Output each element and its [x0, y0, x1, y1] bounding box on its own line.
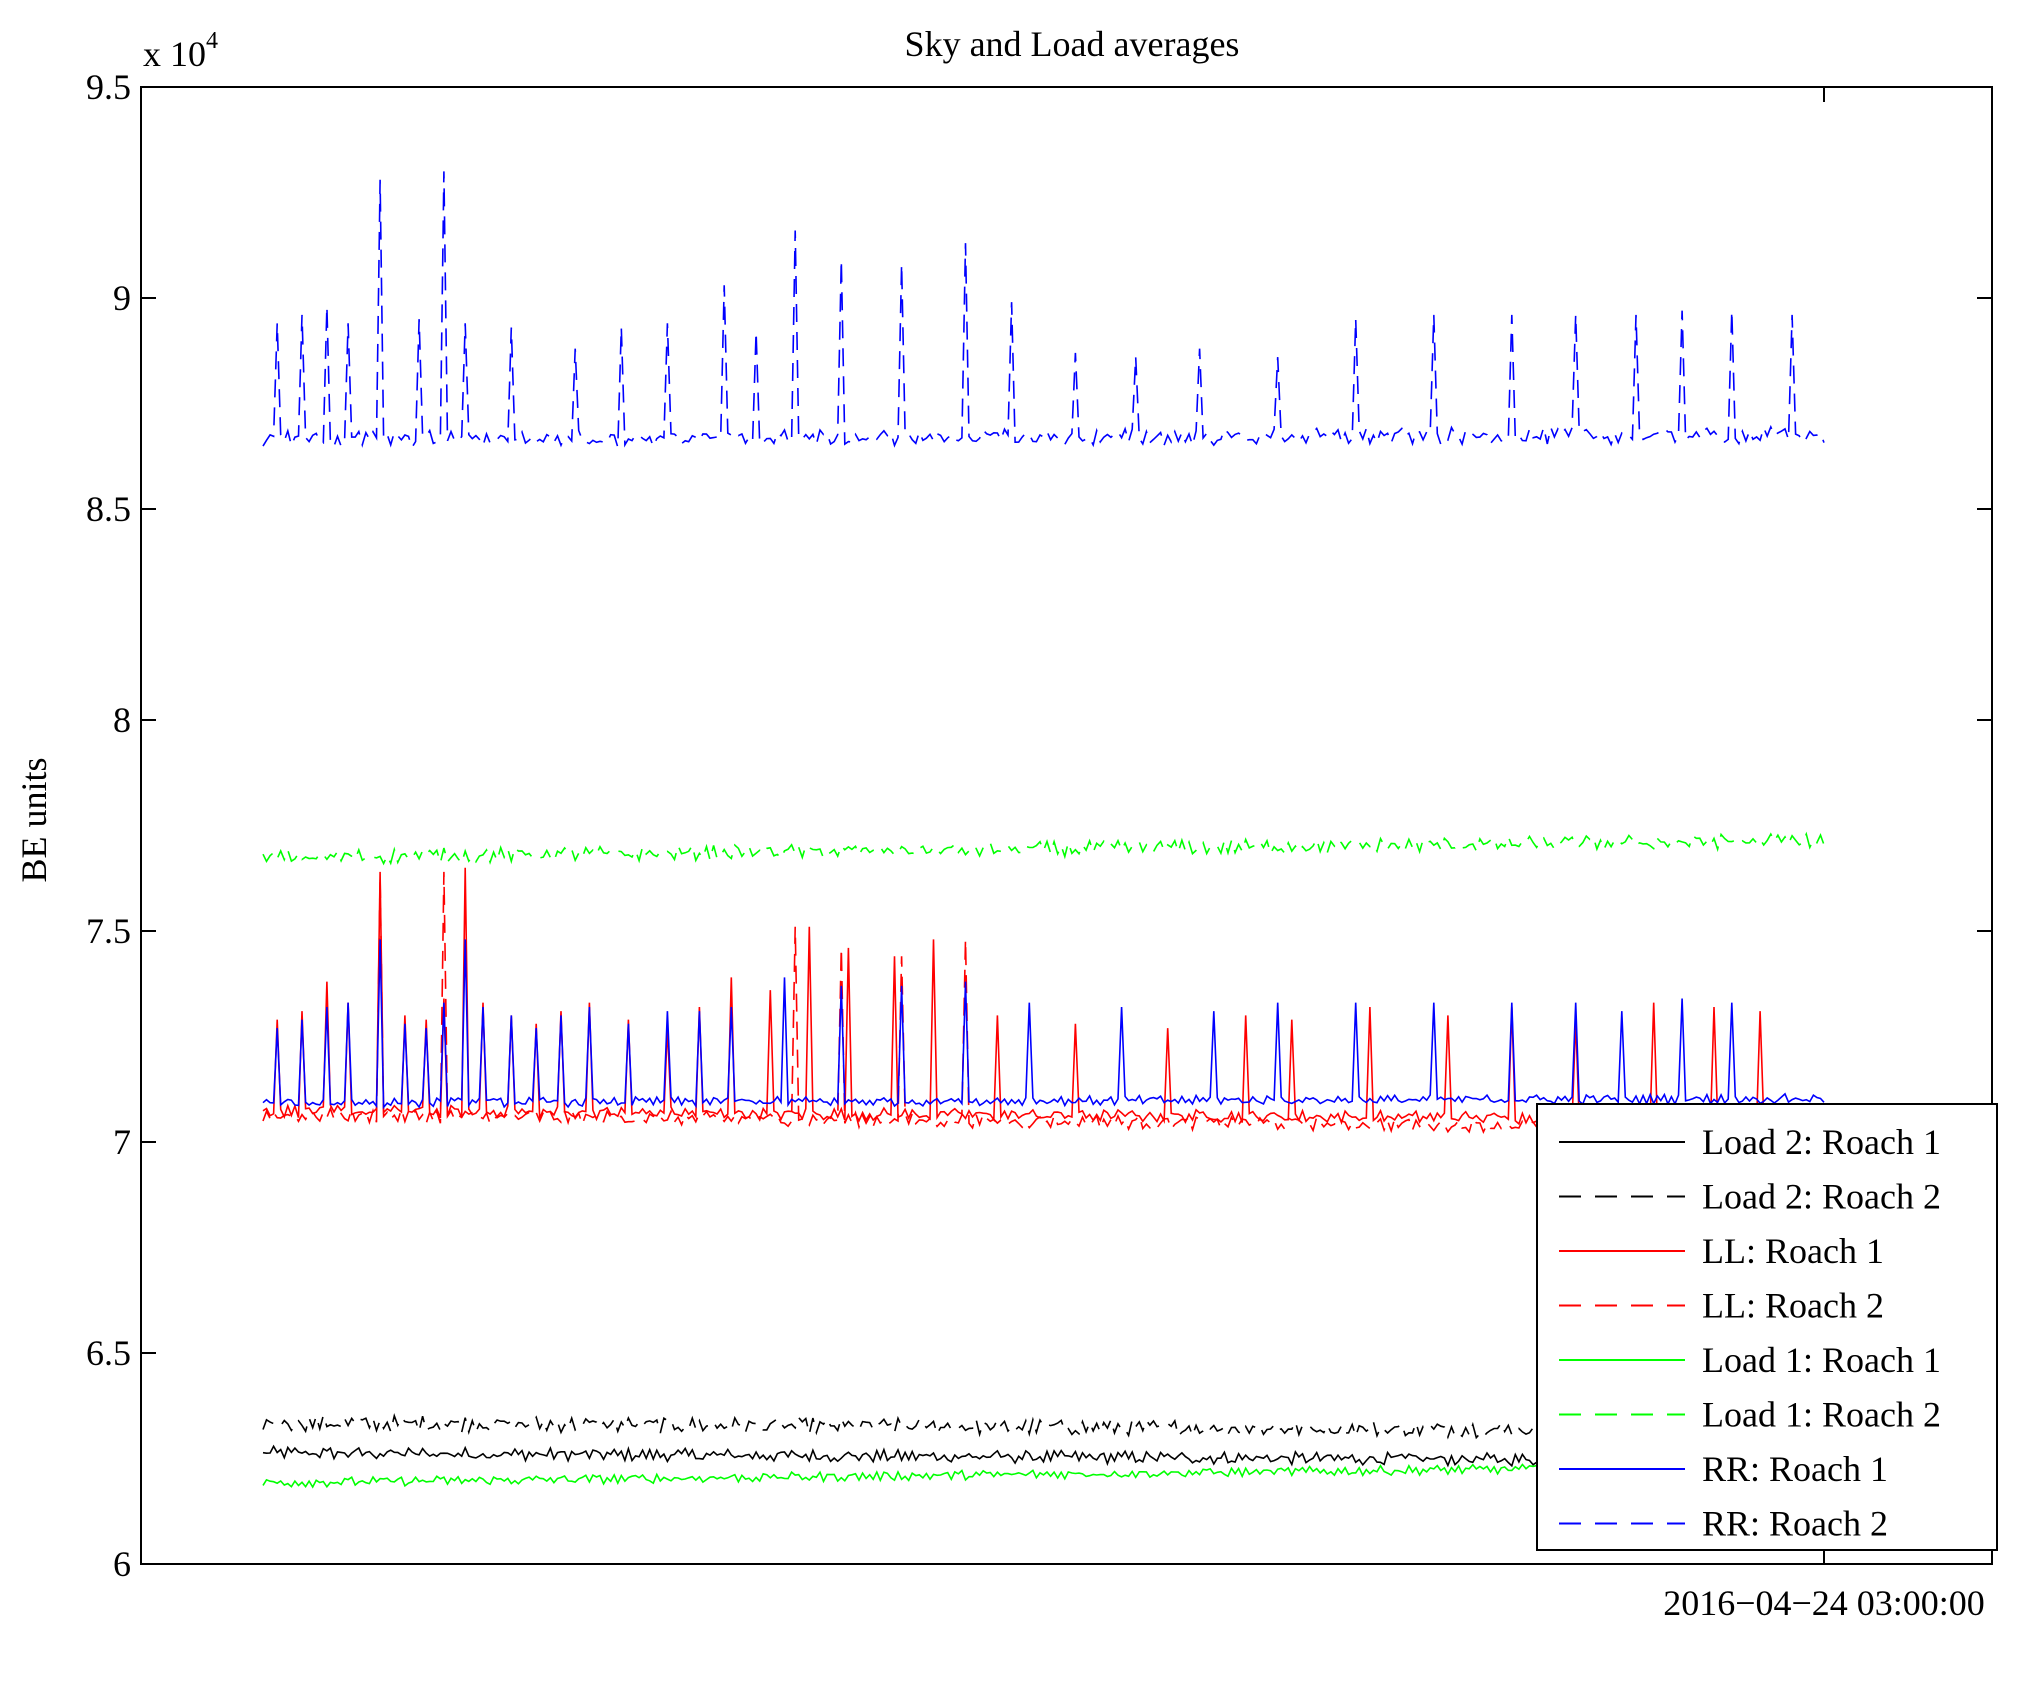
- y-multiplier-exponent: 4: [206, 28, 218, 54]
- y-tick-label: 7.5: [86, 911, 131, 951]
- legend-label: LL: Roach 2: [1702, 1286, 1884, 1326]
- y-tick-label: 6.5: [86, 1333, 131, 1373]
- legend-label: RR: Roach 1: [1702, 1449, 1888, 1489]
- legend-label: RR: Roach 2: [1702, 1504, 1888, 1544]
- y-tick-label: 7: [113, 1122, 131, 1162]
- legend-box: [1536, 1103, 1998, 1551]
- y-tick-label: 9.5: [86, 67, 131, 107]
- legend-label: Load 2: Roach 1: [1702, 1122, 1941, 1162]
- y-tick-label: 8: [113, 700, 131, 740]
- legend-label: Load 2: Roach 2: [1702, 1177, 1941, 1217]
- plot-area-frame: [140, 86, 1993, 1565]
- series-line-8: [262, 171, 1825, 450]
- chart-title: Sky and Load averages: [905, 24, 1240, 64]
- y-multiplier-base: x 10: [143, 34, 206, 74]
- y-multiplier: x 104: [143, 28, 218, 74]
- series-line-2: [262, 1412, 1825, 1442]
- y-tick-label: 6: [113, 1544, 131, 1584]
- series-line-6: [262, 831, 1825, 866]
- y-tick-label: 8.5: [86, 489, 131, 529]
- legend-label: LL: Roach 1: [1702, 1231, 1884, 1271]
- series-line-4: [262, 871, 1825, 1137]
- y-tick-label: 9: [113, 278, 131, 318]
- y-axis-label: BE units: [14, 757, 54, 882]
- x-tick-label: 2016−04−24 03:00:00: [1663, 1583, 1985, 1623]
- legend-label: Load 1: Roach 2: [1702, 1395, 1941, 1435]
- legend: Load 2: Roach 1 Load 2: Roach 2 LL: Roach …: [1536, 1103, 1998, 1551]
- series-line-7: [262, 939, 1825, 1110]
- legend-label: Load 1: Roach 1: [1702, 1340, 1941, 1380]
- series-line-3: [262, 867, 1825, 1127]
